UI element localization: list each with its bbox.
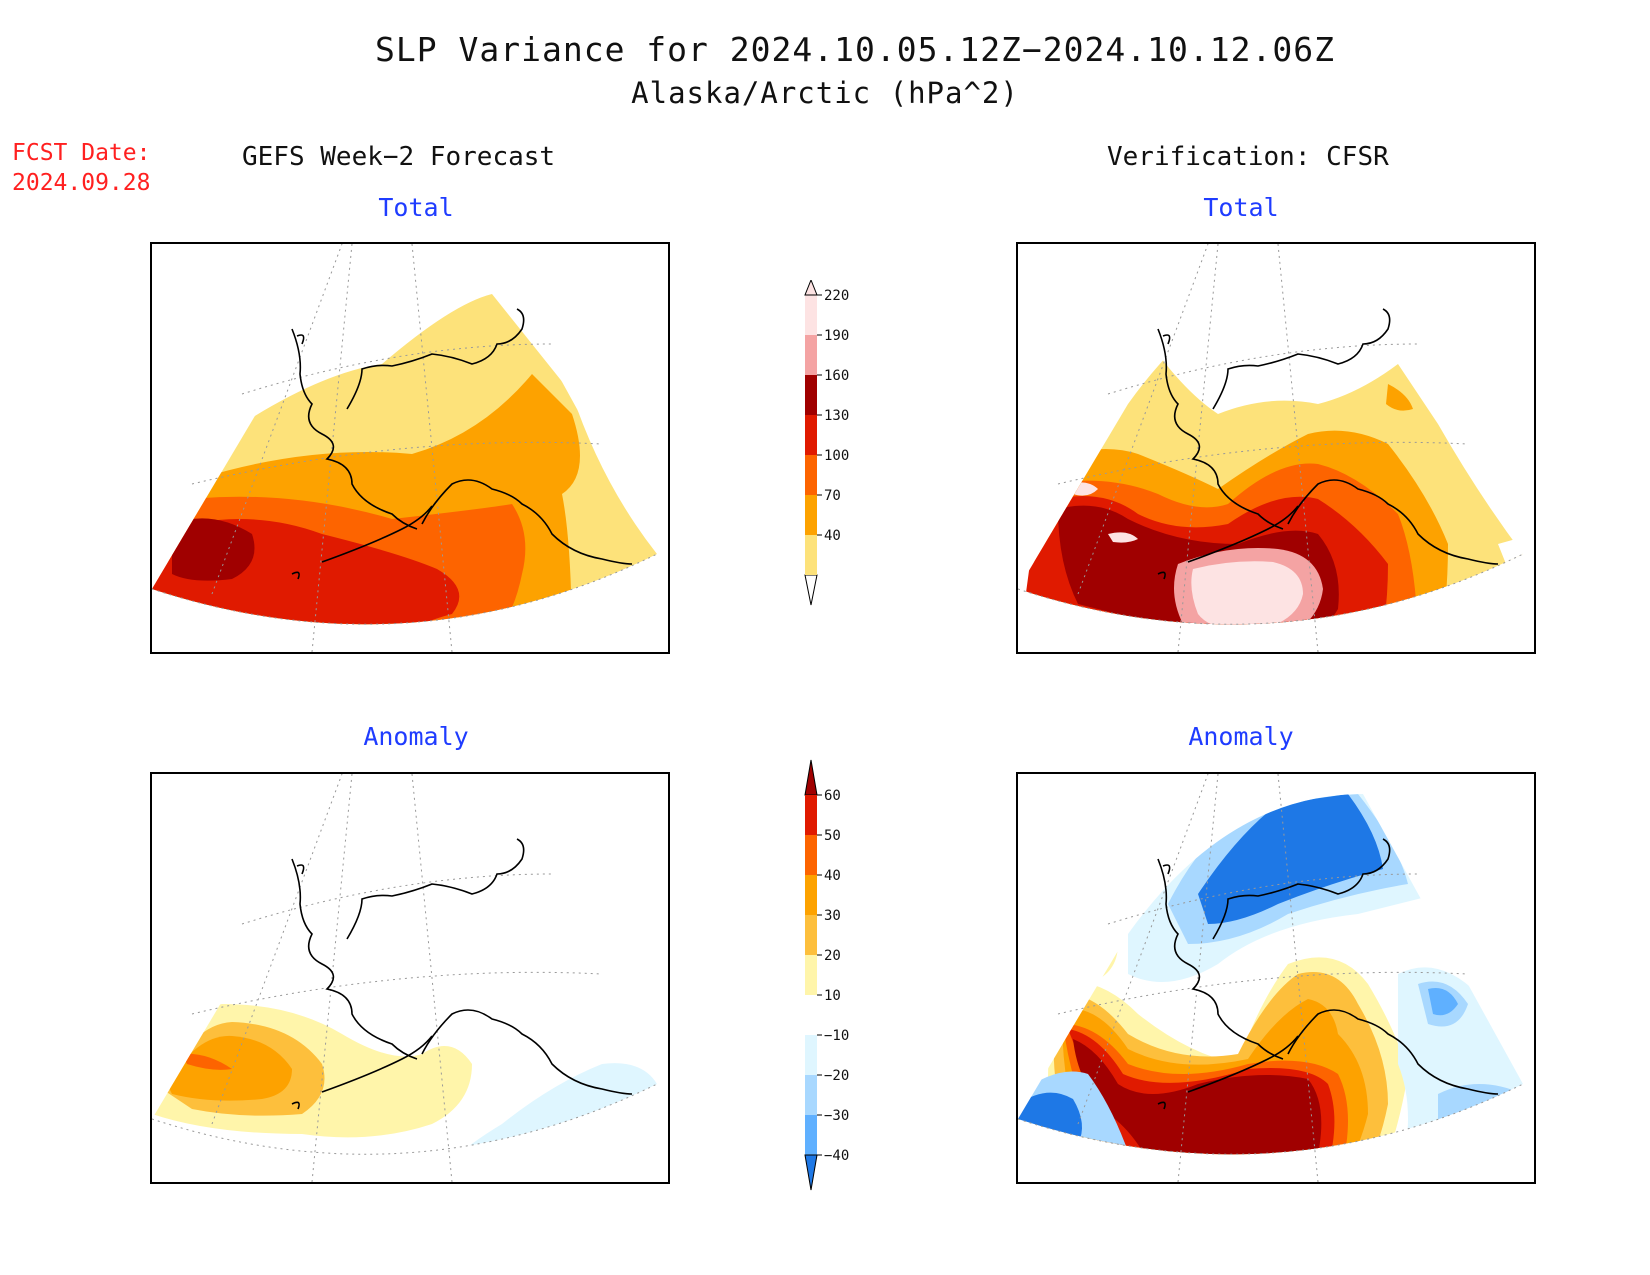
colorbar-tick-label: −40: [824, 1148, 849, 1164]
colorbar-tick-label: 190: [824, 328, 849, 344]
main-subtitle: Alaska/Arctic (hPa^2): [631, 76, 1019, 110]
map-panel-cfsr-anomaly: [1016, 772, 1536, 1184]
main-title: SLP Variance for 2024.10.05.12Z−2024.10.…: [375, 30, 1335, 69]
anomaly-colorbar: 60 50 40 30 20 10 −10 −20 −30 −40: [804, 759, 849, 1191]
left-column-title: GEFS Week−2 Forecast: [242, 142, 556, 172]
total-colorbar: 40 70 100 130 160 190 220: [804, 280, 849, 606]
colorbar-tick-label: 70: [824, 488, 841, 504]
panel-label-top-left: Total: [378, 193, 454, 222]
colorbar-swatch: [805, 455, 817, 495]
colorbar-tick-label: 60: [824, 788, 841, 804]
map-panel-cfsr-total: [1016, 242, 1536, 654]
colorbar-top-triangle: [804, 759, 818, 796]
colorbar-top-triangle: [804, 280, 818, 296]
colorbar-tick-label: 50: [824, 828, 841, 844]
forecast-date: FCST Date: 2024.09.28: [12, 138, 150, 198]
colorbar-tick-label: −20: [824, 1068, 849, 1084]
panel-label-top-right: Total: [1203, 193, 1279, 222]
colorbar-tick-label: 100: [824, 448, 849, 464]
colorbar-swatch: [805, 955, 817, 995]
colorbar-tick-label: 40: [824, 868, 841, 884]
colorbar-tick-label: 130: [824, 408, 849, 424]
panel-label-bottom-left: Anomaly: [363, 722, 469, 751]
colorbar-swatch: [805, 835, 817, 875]
colorbar-swatch: [805, 1075, 817, 1115]
colorbar-swatch: [805, 295, 817, 335]
colorbar-tick-label: 220: [824, 288, 849, 304]
forecast-date-label: FCST Date:: [12, 140, 151, 166]
colorbar-swatch: [805, 535, 817, 575]
colorbar-swatch: [805, 335, 817, 375]
colorbar-tick-label: 20: [824, 948, 841, 964]
colorbar-swatch: [805, 375, 817, 415]
colorbar-tick-label: −10: [824, 1028, 849, 1044]
colorbar-swatch: [805, 795, 817, 835]
panel-label-bottom-right: Anomaly: [1188, 722, 1294, 751]
map-panel-gefs-anomaly: [150, 772, 670, 1184]
right-column-title: Verification: CFSR: [1107, 142, 1389, 172]
colorbar-tick-label: 40: [824, 528, 841, 544]
colorbar-swatch: [805, 915, 817, 955]
colorbar-tick-label: 160: [824, 368, 849, 384]
colorbar-swatch: [805, 495, 817, 535]
forecast-date-value: 2024.09.28: [12, 170, 151, 196]
colorbar-swatch: [805, 1035, 817, 1075]
colorbar-bottom-triangle: [804, 574, 818, 606]
map-panel-gefs-total: [150, 242, 670, 654]
colorbar-swatch: [805, 1115, 817, 1155]
colorbar-tick-label: −30: [824, 1108, 849, 1124]
colorbar-swatch: [805, 415, 817, 455]
colorbar-swatch: [805, 875, 817, 915]
colorbar-swatch: [805, 995, 817, 1035]
colorbar-tick-label: 30: [824, 908, 841, 924]
colorbar-bottom-triangle: [804, 1154, 818, 1191]
colorbar-tick-label: 10: [824, 988, 841, 1004]
